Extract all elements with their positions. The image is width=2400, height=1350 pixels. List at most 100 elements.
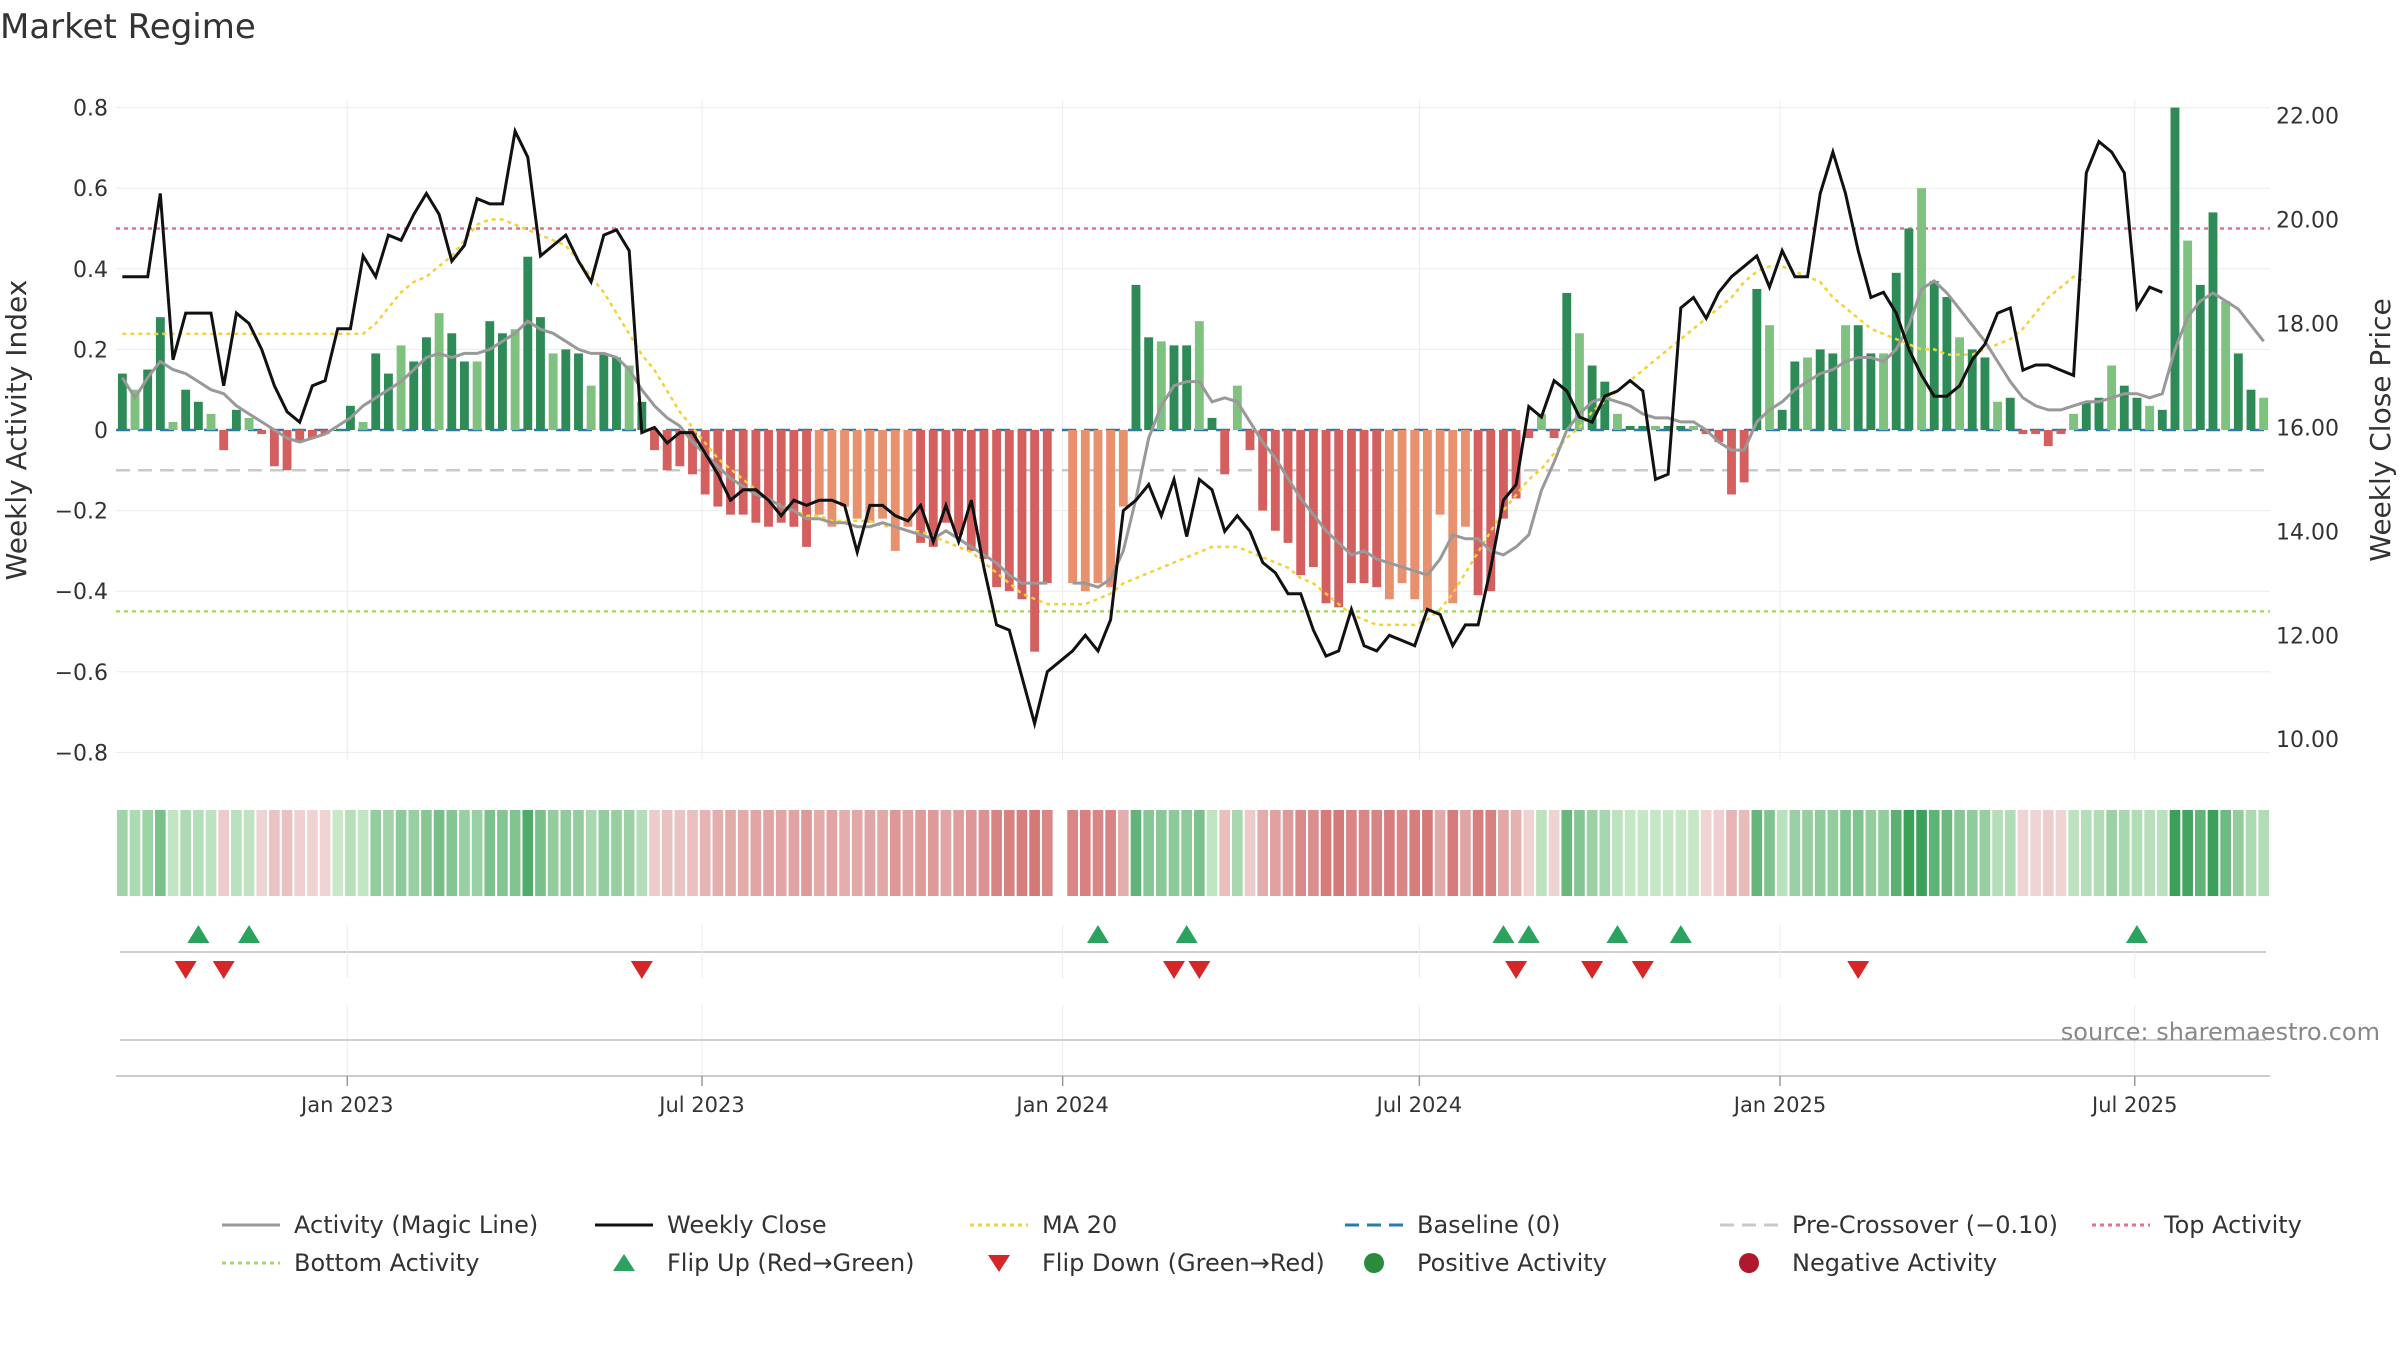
activity-bar (548, 353, 558, 430)
activity-bar (168, 421, 178, 430)
strip-cell (1700, 810, 1712, 896)
activity-bar (1613, 413, 1622, 430)
strip-cell (117, 810, 128, 896)
activity-bar (219, 430, 229, 451)
strip-cell (1333, 810, 1345, 896)
strip-cell (1358, 810, 1370, 896)
activity-bar (2195, 284, 2205, 430)
activity-bar (726, 430, 735, 515)
activity-bar (358, 421, 368, 430)
strip-cell (1548, 810, 1560, 896)
strip-cell (497, 810, 508, 896)
activity-bar (2259, 397, 2269, 430)
strip-cell (1244, 810, 1256, 896)
activity-bar (117, 373, 127, 430)
activity-bar (586, 385, 596, 430)
activity-bar (1296, 430, 1306, 576)
legend-label: Negative Activity (1792, 1249, 1997, 1277)
flip-up-marker (2125, 925, 2148, 943)
strip-cell (1713, 810, 1725, 896)
strip-cell (1574, 810, 1585, 896)
strip-cell (1308, 810, 1319, 896)
strip-cell (1029, 810, 1040, 896)
activity-bar (2094, 397, 2104, 430)
strip-cell (1612, 810, 1623, 896)
activity-bar (2031, 430, 2041, 435)
date-tick-label: Jan 2025 (1732, 1093, 1827, 1117)
activity-bar (181, 389, 191, 430)
left-tick-label: 0.2 (73, 338, 108, 363)
legend-label: Baseline (0) (1417, 1211, 1560, 1239)
activity-bar (1727, 430, 1736, 495)
strip-cell (1827, 810, 1839, 896)
strip-cell (1206, 810, 1218, 896)
strip-cell (433, 810, 445, 896)
activity-bar (1182, 345, 1192, 430)
strip-cell (1802, 810, 1813, 896)
activity-bar (1689, 425, 1698, 430)
strip-cell (193, 810, 204, 896)
activity-bar (1004, 430, 1014, 592)
activity-bar (1093, 430, 1103, 584)
flip-down-marker (212, 961, 235, 979)
flip-down-marker (174, 961, 197, 979)
activity-bar (282, 430, 292, 471)
strip-cell (1764, 810, 1775, 896)
activity-bar (1245, 430, 1255, 451)
strip-cell (307, 810, 318, 896)
strip-cell (1624, 810, 1636, 896)
activity-bar (536, 317, 545, 430)
activity-bar (447, 333, 457, 430)
activity-bar (688, 430, 697, 475)
strip-cell (1726, 810, 1737, 896)
activity-bar (1486, 430, 1496, 592)
activity-bar (206, 413, 216, 430)
activity-bar (624, 365, 634, 430)
strip-cell (2182, 810, 2193, 896)
strip-cell (661, 810, 673, 896)
activity-bar (751, 430, 761, 523)
strip-cell (889, 810, 901, 896)
date-axis: Jan 2023 Jul 2023 Jan 2024 Jul 2024 Jan 2025… (299, 1076, 2177, 1117)
activity-bar (966, 430, 976, 551)
strip-cell (978, 810, 990, 896)
strip-cell (1878, 810, 1889, 896)
strip-cell (2233, 810, 2244, 896)
strip-cell (1890, 810, 1902, 896)
date-tick-label: Jan 2024 (1014, 1093, 1109, 1117)
strip-cell (2118, 810, 2130, 896)
strip-cell (1751, 810, 1763, 896)
legend-label: Weekly Close (667, 1211, 827, 1239)
left-tick-label: −0.6 (55, 661, 108, 686)
activity-bar (320, 430, 330, 435)
activity-bar (333, 430, 343, 431)
strip-cell (687, 810, 698, 896)
flip-down-marker (1188, 961, 1211, 979)
ma20-line (122, 218, 2087, 627)
activity-bar (2119, 385, 2129, 430)
strip-cell (459, 810, 470, 896)
activity-bar (599, 353, 609, 430)
strip-cell (1650, 810, 1661, 896)
activity-bar (1321, 430, 1331, 604)
legend-label: Top Activity (2163, 1211, 2302, 1239)
strip-cell (1396, 810, 1408, 896)
activity-bar (295, 430, 305, 443)
strip-cell (1016, 810, 1028, 896)
activity-bar (1473, 430, 1483, 596)
strip-cell (573, 810, 584, 896)
activity-bar (1346, 430, 1356, 584)
strip-cell (332, 810, 344, 896)
date-tick-label: Jan 2023 (299, 1093, 394, 1117)
lower-panel (116, 1005, 2270, 1077)
flip-down-marker (1505, 961, 1528, 979)
activity-bar (1448, 430, 1458, 604)
strip-cell (611, 810, 622, 896)
legend-item: Flip Down (Green→Red) (988, 1249, 1325, 1277)
strip-cell (243, 810, 255, 896)
strip-cell (839, 810, 850, 896)
activity-bar (662, 430, 672, 471)
legend-swatch-triangle-up (613, 1254, 635, 1271)
activity-bar (1334, 430, 1344, 608)
left-tick-label: −0.4 (55, 580, 108, 605)
